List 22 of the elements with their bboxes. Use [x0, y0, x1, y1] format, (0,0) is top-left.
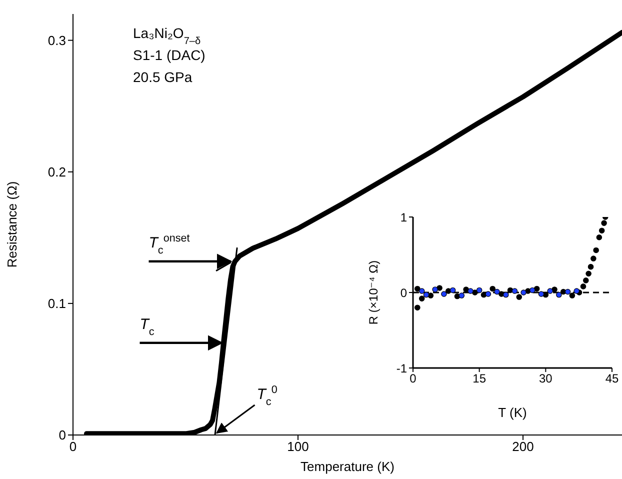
x-tick-label: 100 — [287, 439, 309, 454]
y-tick-label: 0 — [400, 286, 408, 300]
annotation: T$_{c}$ — [140, 316, 155, 338]
y-tick-label: 0 — [58, 428, 66, 443]
y-tick-label: 0.1 — [48, 296, 66, 312]
annotation: La₃Ni₂O$_{7–δ}$ — [133, 25, 202, 46]
x-tick-label: 200 — [512, 439, 534, 454]
x-tick-label: 15 — [472, 372, 486, 386]
x-tick-label: 0 — [410, 372, 417, 386]
y-tick-label: 0.2 — [48, 164, 66, 180]
x-tick-label: 30 — [538, 372, 553, 386]
y-axis-title: Resistance (Ω) — [4, 181, 20, 268]
annotation: S1-1 (DAC) — [133, 47, 206, 63]
y-tick-label: 1 — [400, 210, 408, 224]
x-axis-title: Temperature (K) — [300, 459, 394, 474]
annotation: 20.5 GPa — [133, 69, 192, 85]
x-axis-title: T (K) — [498, 405, 527, 420]
y-axis-title: R (×10⁻⁴ Ω) — [366, 260, 380, 325]
x-tick-label: 45 — [605, 372, 619, 386]
y-tick-label: 0.3 — [48, 32, 66, 48]
x-tick-label: 0 — [69, 439, 77, 454]
y-tick-label: -1 — [396, 361, 408, 376]
